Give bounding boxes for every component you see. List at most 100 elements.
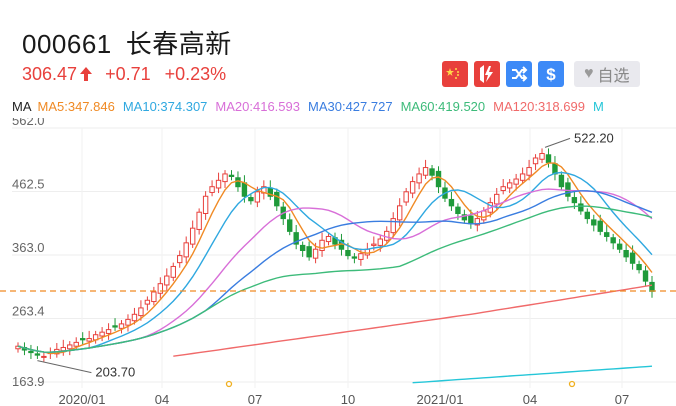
- candle-body: [390, 218, 396, 234]
- candle-body: [578, 203, 584, 212]
- stock-title: 000661 长春高新: [22, 24, 232, 61]
- ma-line: [17, 205, 653, 353]
- y-tick-label: 163.9: [12, 374, 45, 389]
- ma-label: MA: [12, 99, 32, 114]
- candle-body: [623, 250, 629, 258]
- candle-body: [468, 215, 474, 225]
- candle-body: [474, 218, 481, 226]
- ma-line: [17, 171, 653, 353]
- x-tick-label: 2020/01: [59, 392, 106, 406]
- candle-body: [164, 275, 170, 286]
- event-marker: [568, 380, 576, 388]
- high-annotation-pointer: [544, 137, 571, 148]
- candle-body: [371, 243, 377, 246]
- candle-body: [189, 227, 196, 245]
- candle-body: [293, 232, 299, 245]
- candle-body: [532, 157, 539, 165]
- candle-body: [118, 323, 125, 329]
- shuffle-icon: [512, 66, 528, 82]
- svg-text:$: $: [546, 65, 556, 83]
- candle-body: [642, 270, 649, 282]
- ma-legend: MA MA5:347.846 MA10:374.307 MA20:416.593 MA3…: [12, 99, 620, 114]
- shuffle-button[interactable]: [506, 61, 532, 87]
- candle-body: [584, 211, 591, 220]
- y-tick-label: 562.0: [12, 118, 45, 128]
- candle-body: [545, 154, 552, 163]
- candle-body: [571, 197, 578, 204]
- heart-icon: ♥: [584, 65, 594, 82]
- y-tick-label: 263.4: [12, 304, 45, 319]
- candle-body: [196, 211, 202, 230]
- stock-code: 000661: [22, 29, 112, 59]
- flash-trade-icon: [480, 65, 493, 83]
- dollar-button[interactable]: $: [538, 61, 564, 87]
- candle-body: [254, 191, 261, 203]
- x-tick-label: 04: [155, 392, 169, 406]
- candle-body: [558, 174, 565, 188]
- candle-body: [616, 243, 623, 250]
- candle-body: [131, 313, 138, 322]
- ma-item: MA10:374.307: [122, 99, 208, 114]
- dollar-icon: $: [546, 65, 556, 83]
- china-flag-icon: [445, 65, 465, 83]
- candle-body: [494, 193, 500, 205]
- x-tick-label: 10: [341, 392, 355, 406]
- add-watchlist-button[interactable]: ♥ 自选: [574, 61, 640, 87]
- x-tick-label: 07: [248, 392, 262, 406]
- candle-body: [170, 265, 176, 278]
- candle-body: [215, 179, 222, 189]
- ma-item: MA20:416.593: [215, 99, 300, 114]
- ma-line: [17, 188, 653, 353]
- candle-body: [235, 177, 241, 188]
- candle-body: [539, 153, 545, 160]
- candle-body: [649, 281, 655, 292]
- candle-body: [481, 210, 487, 221]
- ma-item: M: [592, 99, 604, 114]
- candle-body: [604, 232, 610, 237]
- candle-body: [177, 255, 183, 264]
- candle-body: [455, 206, 461, 214]
- high-annotation-label: 522.20: [574, 130, 614, 145]
- candle-body: [409, 181, 416, 194]
- candle-body: [461, 214, 468, 221]
- candle-body: [79, 338, 86, 341]
- price-change-pct: +0.23%: [164, 64, 227, 84]
- watch-label: 自选: [597, 68, 630, 85]
- china-flag-button[interactable]: [442, 61, 468, 87]
- candle-body: [416, 173, 422, 184]
- candle-body: [60, 346, 66, 352]
- candle-body: [248, 197, 254, 202]
- y-tick-label: 462.5: [12, 176, 45, 191]
- price: 306.47: [22, 64, 78, 84]
- x-tick-label: 07: [615, 392, 629, 406]
- candle-body: [519, 173, 526, 181]
- candle-body: [319, 239, 325, 252]
- candle-body: [99, 331, 105, 337]
- candle-body: [67, 344, 73, 350]
- candle-body: [513, 178, 519, 185]
- candle-body: [144, 299, 151, 305]
- low-annotation-label: 203.70: [95, 365, 135, 380]
- candle-body: [228, 174, 235, 177]
- candle-body: [500, 186, 506, 192]
- kline-chart[interactable]: 562.0 462.5 363.0 263.4 163.9 2020/01 04 07 10 20…: [0, 118, 676, 406]
- candle-body: [183, 242, 189, 258]
- y-tick-label: 363.0: [12, 240, 45, 255]
- x-tick-label: 04: [523, 392, 537, 406]
- candle-body: [396, 205, 403, 221]
- candle-body: [403, 191, 409, 203]
- candle-body: [112, 325, 118, 328]
- ma-line: [412, 365, 653, 384]
- candle-body: [345, 250, 351, 257]
- flash-trade-button[interactable]: [474, 61, 500, 87]
- ma-item: MA30:427.727: [308, 99, 393, 114]
- candle-body: [306, 246, 312, 258]
- candle-body: [422, 167, 429, 176]
- candle-body: [105, 329, 112, 334]
- candle-body: [86, 338, 92, 342]
- candle-body: [506, 182, 513, 189]
- ma-item: MA5:347.846: [37, 99, 115, 114]
- candle-body: [565, 182, 571, 197]
- candle-body: [299, 244, 306, 252]
- candle-body: [351, 256, 358, 259]
